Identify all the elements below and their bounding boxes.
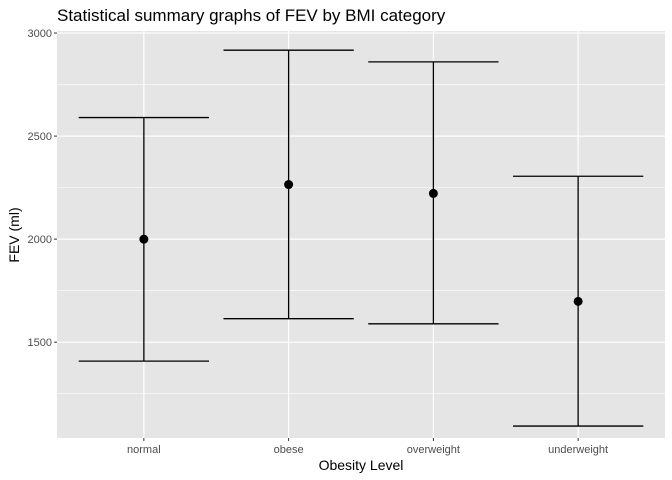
data-marks (78, 49, 644, 427)
y-tick-label: 3000 (28, 28, 52, 40)
y-tick-label: 2500 (28, 131, 52, 143)
x-tick-label: overweight (407, 444, 460, 456)
x-tick-label: underweight (548, 444, 608, 456)
x-tick-label: obese (274, 444, 304, 456)
y-axis-title: FEV (ml) (6, 207, 22, 262)
errorbar-overweight (368, 61, 499, 325)
mean-point (573, 296, 583, 306)
axis-ticks: 1500 2000 2500 3000 normal obese overweight und… (28, 28, 609, 456)
errorbar-obese (223, 49, 354, 320)
y-tick-label: 2000 (28, 234, 52, 246)
mean-point (139, 234, 149, 244)
x-axis-title: Obesity Level (319, 457, 404, 473)
chart-title: Statistical summary graphs of FEV by BMI… (57, 6, 446, 25)
mean-point (284, 180, 294, 190)
y-tick-label: 1500 (28, 337, 52, 349)
mean-point (428, 188, 438, 198)
x-tick-label: normal (127, 444, 161, 456)
errorbar-normal (78, 116, 209, 362)
errorbar-underweight (513, 175, 644, 427)
plot-panel (57, 31, 665, 438)
